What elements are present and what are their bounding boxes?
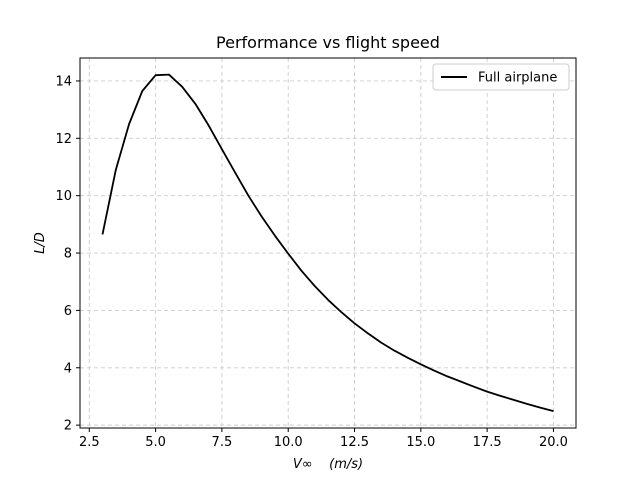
y-tick-label: 4: [64, 361, 72, 376]
y-tick-label: 14: [55, 74, 72, 89]
x-tick-label: 15.0: [406, 435, 435, 450]
x-tick-label: 17.5: [473, 435, 502, 450]
y-axis-label: L/D: [33, 232, 48, 254]
x-axis-label: V∞ (m/s): [293, 457, 363, 472]
x-tick-label: 12.5: [340, 435, 369, 450]
x-tick-label: 2.5: [79, 435, 100, 450]
y-tick-label: 12: [55, 132, 72, 147]
x-tick-label: 10.0: [274, 435, 303, 450]
y-axis-ticks: 2 4 6 8 10 12 14: [55, 74, 80, 434]
legend-box: [432, 63, 570, 91]
series-line-full-airplane: [101, 73, 554, 412]
x-tick-label: 7.5: [212, 435, 233, 450]
y-tick-label: 6: [64, 304, 72, 319]
chart-title: Performance vs flight speed: [216, 33, 440, 52]
y-tick-label: 2: [64, 419, 72, 434]
grid-lines: [80, 58, 576, 428]
series-layer: [101, 73, 554, 412]
plot-area-frame: [79, 57, 577, 429]
x-tick-label: 20.0: [539, 435, 568, 450]
x-axis-ticks: 2.5 5.0 7.5 10.0 12.5 15.0 17.5 20.0: [79, 428, 568, 450]
y-tick-label: 8: [64, 247, 72, 262]
legend: Full airplane: [432, 63, 570, 91]
y-tick-label: 10: [55, 189, 72, 204]
x-tick-label: 5.0: [145, 435, 166, 450]
legend-label-full-airplane: Full airplane: [478, 71, 557, 86]
